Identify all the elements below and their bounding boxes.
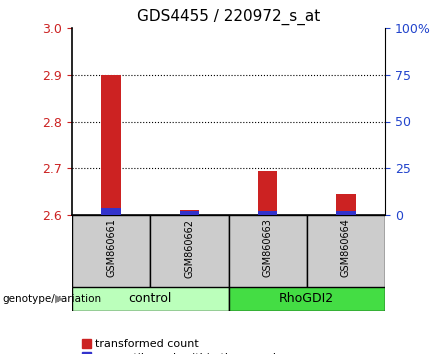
Text: GSM860663: GSM860663 xyxy=(263,219,273,278)
Text: genotype/variation: genotype/variation xyxy=(2,294,101,304)
Bar xyxy=(101,208,121,215)
Bar xyxy=(336,194,356,215)
Title: GDS4455 / 220972_s_at: GDS4455 / 220972_s_at xyxy=(137,9,320,25)
Text: control: control xyxy=(129,292,172,306)
Bar xyxy=(258,171,277,215)
Bar xyxy=(180,210,199,215)
Bar xyxy=(228,287,385,311)
Text: GSM860664: GSM860664 xyxy=(341,219,351,278)
Bar xyxy=(336,211,356,215)
Bar xyxy=(72,287,228,311)
Bar xyxy=(180,211,199,215)
Bar xyxy=(101,75,121,215)
Bar xyxy=(150,215,228,287)
Bar xyxy=(258,211,277,215)
Bar xyxy=(72,215,150,287)
Bar xyxy=(307,215,385,287)
Text: ▶: ▶ xyxy=(55,294,63,304)
Text: GSM860662: GSM860662 xyxy=(184,219,194,278)
Text: GSM860661: GSM860661 xyxy=(106,219,116,278)
Legend: transformed count, percentile rank within the sample: transformed count, percentile rank withi… xyxy=(77,335,288,354)
Text: RhoGDI2: RhoGDI2 xyxy=(279,292,334,306)
Bar xyxy=(228,215,307,287)
